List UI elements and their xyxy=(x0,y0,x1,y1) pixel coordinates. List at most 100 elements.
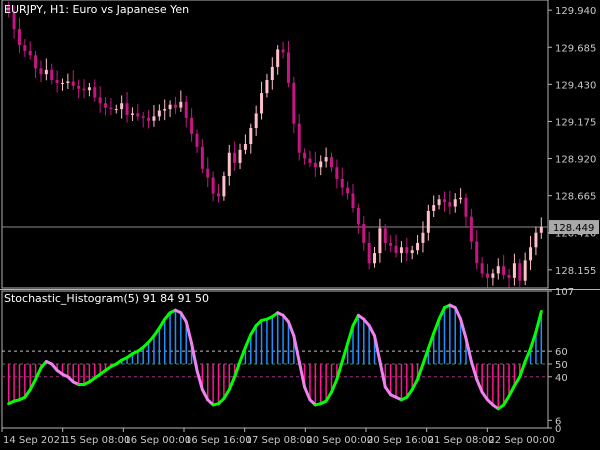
bear-candle xyxy=(206,168,210,178)
bull-candle xyxy=(152,116,156,121)
bear-candle xyxy=(383,228,387,243)
bear-candle xyxy=(469,216,473,242)
stochastic-line-segment xyxy=(378,359,387,389)
bear-candle xyxy=(286,52,290,83)
stochastic-line-segment xyxy=(523,347,533,363)
bull-candle xyxy=(87,87,91,91)
current-price-label: 128.449 xyxy=(553,223,594,234)
stochastic-line-segment xyxy=(249,324,258,337)
bear-candle xyxy=(28,50,32,56)
bull-candle xyxy=(432,205,436,211)
bull-candle xyxy=(529,247,533,261)
time-tick-label: 16 Sep 16:00 xyxy=(185,435,252,446)
bull-candle xyxy=(265,80,269,94)
bull-candle xyxy=(120,103,124,110)
time-tick-label: 20 Sep 00:00 xyxy=(306,435,373,446)
bear-candle xyxy=(518,263,522,281)
bear-candle xyxy=(93,87,97,98)
bull-candle xyxy=(276,49,280,67)
bull-candle xyxy=(114,109,118,111)
indicator-title: Stochastic_Histogram(5) 91 84 91 50 xyxy=(4,292,210,305)
symbol-label: EURJPY, H1: xyxy=(4,3,69,16)
bear-candle xyxy=(448,202,452,207)
bull-candle xyxy=(168,104,172,110)
stochastic-line-segment xyxy=(335,359,344,381)
price-tick-label: 129.175 xyxy=(555,117,596,128)
chart-title: EURJPY, H1: Euro vs Japanese Yen xyxy=(4,3,189,16)
stochastic-line-segment xyxy=(340,341,350,363)
bull-candle xyxy=(249,128,253,144)
time-tick-label: 14 Sep 2021 xyxy=(3,435,66,446)
bear-candle xyxy=(39,68,43,75)
bull-candle xyxy=(459,197,463,200)
stochastic-line-segment xyxy=(426,331,436,351)
stochastic-line-segment xyxy=(238,345,247,363)
bear-candle xyxy=(486,273,490,278)
time-tick-label: 17 Sep 08:00 xyxy=(246,435,313,446)
bull-candle xyxy=(539,226,543,233)
current-price-tag xyxy=(549,220,599,235)
stochastic-line-segment xyxy=(227,375,237,392)
bear-candle xyxy=(389,242,393,246)
bull-candle xyxy=(534,232,538,248)
bull-candle xyxy=(437,199,441,206)
bull-candle xyxy=(130,113,134,115)
bear-candle xyxy=(281,49,285,53)
stochastic-line-segment xyxy=(157,317,167,330)
stochastic-line-segment xyxy=(405,388,414,399)
stochastic-line-segment xyxy=(416,362,425,381)
bear-candle xyxy=(464,197,468,217)
stochastic-line-segment xyxy=(518,359,527,379)
bear-candle xyxy=(313,162,317,168)
stochastic-line-segment xyxy=(34,366,43,381)
time-tick-label: 16 Sep 00:00 xyxy=(124,435,191,446)
bull-candle xyxy=(222,176,226,197)
bear-candle xyxy=(367,242,371,264)
stochastic-line-segment xyxy=(346,324,355,345)
bear-candle xyxy=(356,208,360,224)
bear-candle xyxy=(34,55,38,69)
bull-candle xyxy=(243,144,247,150)
stochastic-line-segment xyxy=(329,377,339,394)
stochastic-line-segment xyxy=(222,388,231,401)
bull-candle xyxy=(163,109,167,111)
bear-candle xyxy=(200,146,204,169)
bear-candle xyxy=(50,69,54,80)
stochastic-line-segment xyxy=(453,306,463,321)
symbol-description: Euro vs Japanese Yen xyxy=(72,3,190,16)
stochastic-line-segment xyxy=(351,313,360,328)
stochastic-line-segment xyxy=(437,306,446,321)
bear-candle xyxy=(405,247,409,254)
stochastic-line-segment xyxy=(303,385,312,402)
time-tick-label: 21 Sep 08:00 xyxy=(428,435,495,446)
bear-candle xyxy=(292,82,296,124)
indicator-tick-label: 60 xyxy=(555,347,568,358)
bear-candle xyxy=(173,104,177,108)
bull-candle xyxy=(421,232,425,243)
bear-candle xyxy=(303,152,307,159)
stochastic-line-segment xyxy=(184,320,194,345)
price-tick-label: 128.410 xyxy=(555,229,596,240)
bear-candle xyxy=(12,13,16,30)
bear-candle xyxy=(195,133,199,147)
bear-candle xyxy=(109,107,113,110)
bear-candle xyxy=(308,158,312,163)
bear-candle xyxy=(23,45,27,51)
time-tick-label: 15 Sep 08:00 xyxy=(64,435,131,446)
bear-candle xyxy=(98,97,102,104)
bear-candle xyxy=(190,117,194,134)
stochastic-line-segment xyxy=(383,385,393,397)
bull-candle xyxy=(491,273,495,278)
stochastic-line-segment xyxy=(502,394,511,407)
bear-candle xyxy=(475,241,479,264)
stochastic-line-segment xyxy=(179,311,188,324)
stochastic-line-segment xyxy=(480,390,490,402)
bull-candle xyxy=(378,228,382,254)
stochastic-line-segment xyxy=(432,317,441,335)
bull-candle xyxy=(399,247,403,254)
indicator-tick-label: 50 xyxy=(555,360,568,371)
bull-candle xyxy=(324,157,328,162)
time-tick-label: 22 Sep 00:00 xyxy=(488,435,555,446)
stochastic-line-segment xyxy=(475,377,484,394)
